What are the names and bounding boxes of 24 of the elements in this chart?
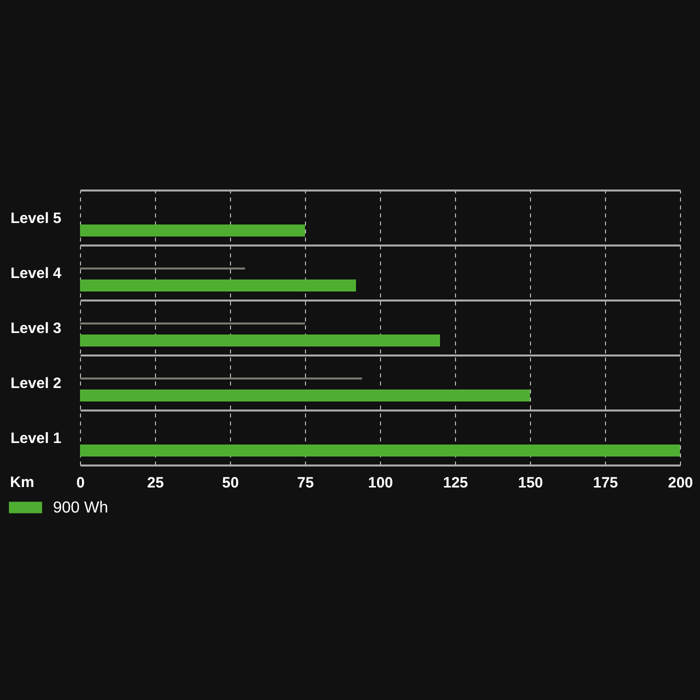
x-tick-label: 150	[518, 474, 544, 492]
x-tick-label: 175	[592, 474, 618, 492]
y-tick-label: Level 1	[10, 430, 62, 447]
x-tick-label: 75	[297, 474, 314, 492]
x-tick-label: 50	[222, 474, 239, 492]
x-axis-title: Km	[10, 474, 34, 491]
bar	[80, 444, 680, 456]
y-tick-label: Level 5	[10, 210, 62, 227]
y-tick-label: Level 3	[10, 320, 62, 337]
bar	[80, 390, 530, 402]
bar	[80, 334, 440, 346]
x-tick-label: 125	[442, 474, 468, 492]
y-tick-label: Level 2	[10, 375, 62, 392]
bar	[80, 224, 305, 236]
legend-label: 900 Wh	[53, 500, 108, 516]
x-tick-label: 25	[147, 474, 164, 492]
bar	[80, 268, 245, 270]
x-tick-label: 200	[668, 474, 694, 492]
bar	[80, 378, 362, 380]
bar	[80, 280, 356, 292]
x-tick-label: 100	[368, 474, 394, 492]
y-tick-label: Level 4	[10, 265, 62, 282]
x-tick-label: 0	[76, 474, 85, 492]
bar	[80, 322, 305, 324]
